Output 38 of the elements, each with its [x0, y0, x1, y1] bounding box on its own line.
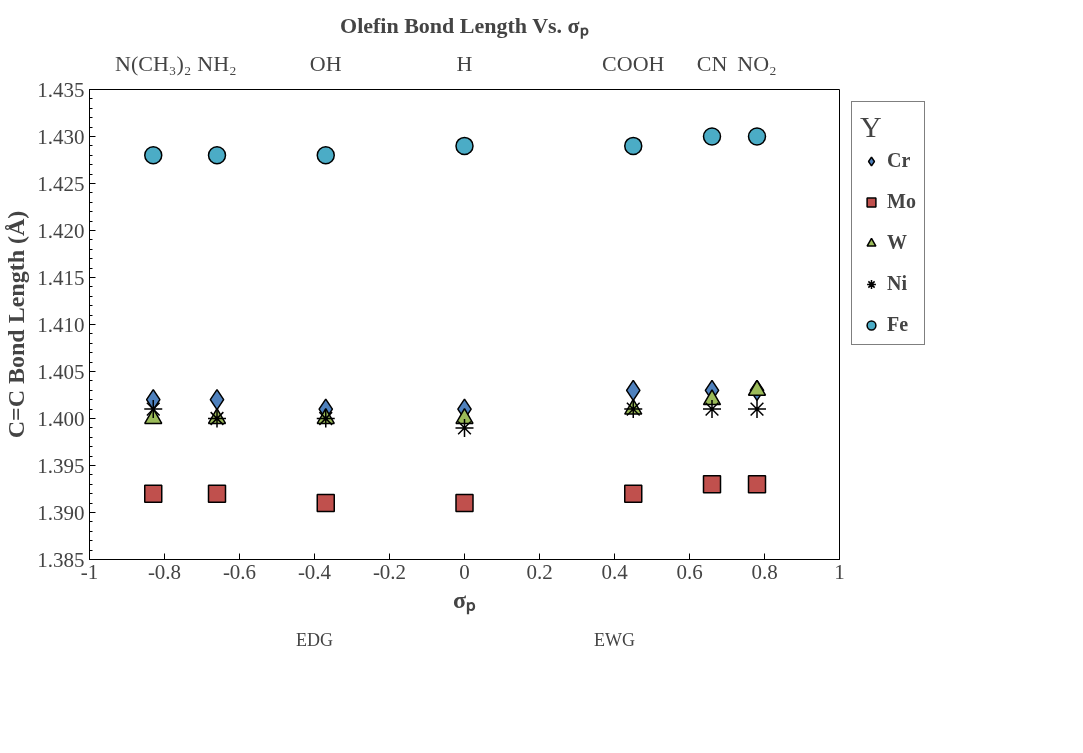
legend-label: W [887, 231, 907, 254]
y-tick-label: 1.420 [37, 218, 85, 243]
text: OH [309, 50, 342, 76]
x-axis-title: σₚ [452, 586, 477, 615]
y-tick-label: 1.415 [37, 265, 85, 290]
y-tick-label: 1.395 [37, 453, 85, 478]
legend-label: Cr [887, 149, 911, 172]
x-tick-label: -0.6 [222, 559, 257, 584]
y-tick-label: 1.435 [37, 77, 85, 102]
x-tick-label: -0.2 [372, 559, 407, 584]
y-tick-label: 1.400 [37, 406, 85, 431]
text: CN [696, 50, 728, 76]
text: H [456, 50, 473, 76]
text: EWG [594, 629, 635, 650]
x-tick-label: 0.6 [676, 559, 703, 584]
y-tick-label: 1.410 [37, 312, 85, 337]
x-tick-label: 0.2 [526, 559, 553, 584]
legend-label: Ni [887, 272, 907, 295]
legend-label: Fe [887, 313, 909, 336]
legend-label: Mo [887, 190, 916, 213]
y-tick-label: 1.390 [37, 500, 85, 525]
text: NO₂ [737, 50, 777, 76]
x-tick-label: 1 [834, 559, 845, 584]
y-axis-title: C=C Bond Length (Å) [3, 210, 30, 439]
text: NH₂ [197, 50, 237, 76]
x-tick-label: 0 [459, 559, 470, 584]
x-tick-label: 0.4 [601, 559, 629, 584]
x-tick-label: -0.8 [147, 559, 182, 584]
y-tick-label: 1.430 [37, 124, 85, 149]
text: COOH [602, 50, 665, 76]
x-tick-label: -0.4 [297, 559, 332, 584]
y-tick-label: 1.405 [37, 359, 85, 384]
legend-title: Y [860, 110, 883, 144]
y-tick-label: 1.425 [37, 171, 85, 196]
text: N(CH₃)₂ [115, 50, 192, 76]
text: EDG [296, 629, 333, 650]
x-tick-label: 0.8 [751, 559, 778, 584]
chart-title: Olefin Bond Length Vs. σₚ [340, 12, 589, 39]
